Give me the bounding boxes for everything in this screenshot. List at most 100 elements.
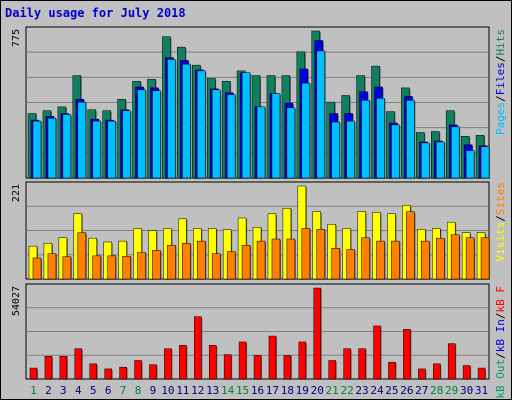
- x-tick-label-day-21: 21: [326, 384, 339, 397]
- bar-pages-day-16: [256, 106, 267, 179]
- bar-kbf-day-27: [418, 368, 427, 380]
- bar-sites-day-25: [391, 240, 401, 280]
- bar-kbf-day-14: [223, 354, 233, 380]
- bar-kbf-day-5: [89, 363, 98, 380]
- legend-separator: /: [494, 95, 507, 102]
- x-tick-label-day-5: 5: [90, 384, 97, 397]
- x-tick-label-day-11: 11: [176, 384, 189, 397]
- bar-pages-day-18: [286, 107, 296, 179]
- x-tick-label-day-28: 28: [430, 384, 443, 397]
- x-tick-label-day-6: 6: [105, 384, 112, 397]
- bar-sites-day-21: [331, 248, 341, 280]
- bar-kbf-day-18: [283, 355, 292, 380]
- bar-kbf-day-2: [44, 356, 53, 380]
- bar-sites-day-15: [241, 245, 252, 280]
- x-tick-label-day-16: 16: [251, 384, 264, 397]
- legend-entry-hits: Hits: [494, 29, 507, 56]
- x-tick-label-day-13: 13: [206, 384, 219, 397]
- bar-kbf-day-21: [328, 360, 337, 380]
- bar-sites-day-22: [346, 249, 356, 280]
- legend-middle: Visits/Sites: [494, 182, 507, 262]
- bar-kbf-day-28: [433, 363, 442, 380]
- y-max-label-middle: 221: [11, 184, 22, 202]
- legend-separator: /: [494, 352, 507, 359]
- x-tick-label-day-15: 15: [236, 384, 249, 397]
- legend-separator: /: [494, 215, 507, 222]
- bar-pages-day-3: [62, 114, 72, 179]
- legend-entry-files: Files: [494, 62, 507, 95]
- bar-sites-day-30: [465, 237, 476, 280]
- bar-pages-day-7: [122, 110, 132, 179]
- legend-entry-sites: Sites: [494, 182, 507, 215]
- bar-kbf-day-20: [313, 287, 322, 380]
- bar-sites-day-1: [32, 257, 42, 280]
- bar-sites-day-20: [316, 229, 326, 280]
- bar-sites-day-2: [47, 253, 57, 280]
- legend-entry-kb-f: kB F: [494, 286, 507, 313]
- x-tick-label-day-1: 1: [30, 384, 37, 397]
- bar-kbf-day-22: [343, 348, 352, 380]
- bar-sites-day-10: [167, 245, 177, 280]
- bar-pages-day-17: [271, 93, 281, 179]
- legend-entry-pages: Pages: [494, 102, 507, 135]
- bar-pages-day-19: [301, 82, 311, 179]
- bar-pages-day-23: [361, 99, 371, 179]
- bar-pages-day-6: [107, 120, 117, 179]
- bar-pages-day-9: [152, 90, 162, 179]
- bar-pages-day-29: [450, 126, 461, 179]
- bar-sites-day-31: [480, 237, 491, 280]
- bar-kbf-day-1: [29, 367, 38, 380]
- bar-pages-day-21: [331, 121, 341, 179]
- legend-entry-kb-out: kB Out: [494, 359, 507, 399]
- x-tick-label-day-30: 30: [460, 384, 473, 397]
- bar-pages-day-10: [167, 59, 177, 179]
- bar-sites-day-26: [406, 211, 416, 280]
- x-tick-label-day-26: 26: [400, 384, 413, 397]
- bar-kbf-day-25: [388, 361, 397, 380]
- bar-pages-day-26: [406, 99, 416, 179]
- legend-entry-visits: Visits: [494, 222, 507, 262]
- bar-kbf-day-8: [134, 360, 143, 380]
- x-tick-label-day-31: 31: [475, 384, 488, 397]
- legend-bottom: kB Out/kB In/kB F: [494, 286, 507, 399]
- x-tick-label-day-29: 29: [445, 384, 458, 397]
- x-tick-label-day-4: 4: [75, 384, 82, 397]
- bar-kbf-day-12: [194, 316, 203, 380]
- bar-pages-day-25: [391, 124, 401, 179]
- bar-sites-day-27: [421, 240, 431, 280]
- bar-sites-day-18: [286, 238, 296, 280]
- bar-kbf-day-29: [447, 343, 457, 380]
- bar-pages-day-2: [47, 118, 57, 179]
- y-max-label-bottom: 54027: [11, 286, 22, 316]
- x-tick-label-day-24: 24: [370, 384, 384, 397]
- bar-kbf-day-23: [358, 348, 367, 380]
- bar-sites-day-24: [376, 240, 386, 280]
- bar-pages-day-8: [137, 89, 147, 179]
- bar-pages-day-5: [92, 120, 102, 179]
- x-tick-label-day-7: 7: [120, 384, 127, 397]
- bar-pages-day-11: [182, 63, 192, 179]
- bar-sites-day-12: [197, 240, 207, 280]
- bar-sites-day-3: [62, 256, 72, 280]
- bar-sites-day-29: [450, 234, 461, 280]
- x-tick-label-day-3: 3: [60, 384, 67, 397]
- legend-top: Pages/Files/Hits: [494, 29, 507, 135]
- bar-pages-day-15: [241, 72, 252, 179]
- bar-sites-day-9: [152, 250, 162, 280]
- x-tick-label-day-19: 19: [296, 384, 309, 397]
- legend-entry-kb-in: kB In: [494, 319, 507, 352]
- bar-kbf-day-13: [208, 345, 218, 380]
- x-tick-label-day-25: 25: [385, 384, 398, 397]
- bar-kbf-day-24: [373, 325, 382, 380]
- bar-sites-day-17: [271, 238, 281, 280]
- bar-sites-day-5: [92, 255, 102, 280]
- x-tick-label-day-8: 8: [135, 384, 142, 397]
- bar-kbf-day-17: [268, 335, 277, 380]
- bar-kbf-day-19: [298, 341, 307, 380]
- bar-sites-day-14: [226, 251, 237, 280]
- bar-sites-day-23: [361, 237, 371, 280]
- legend-separator: /: [494, 56, 507, 63]
- bar-pages-day-4: [77, 101, 87, 179]
- bar-sites-day-6: [107, 255, 117, 280]
